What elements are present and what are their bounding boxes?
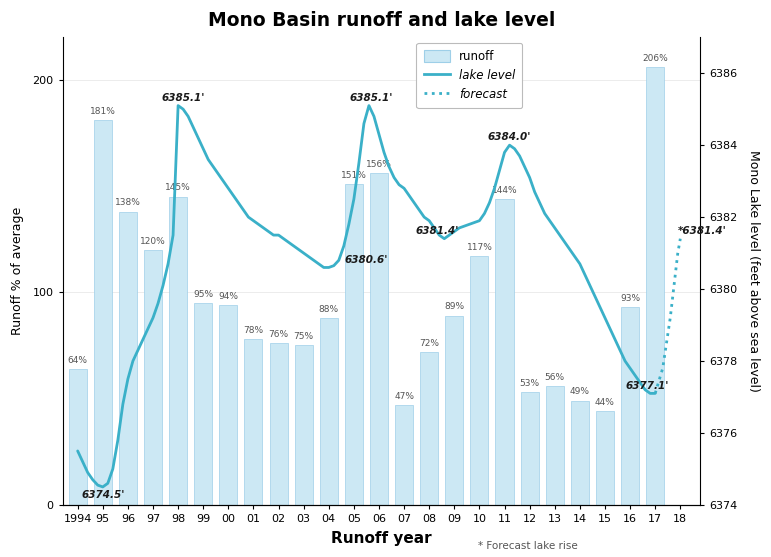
Y-axis label: Runoff % of average: Runoff % of average xyxy=(11,207,24,335)
Y-axis label: Mono Lake level (feet above sea level): Mono Lake level (feet above sea level) xyxy=(747,150,760,392)
Bar xyxy=(219,305,237,505)
Text: 75%: 75% xyxy=(294,332,314,341)
Bar xyxy=(446,316,463,505)
Text: 88%: 88% xyxy=(318,305,338,314)
Text: *6381.4': *6381.4' xyxy=(678,226,726,236)
Text: 6381.4': 6381.4' xyxy=(415,226,459,236)
Bar xyxy=(496,199,513,505)
Bar xyxy=(119,212,137,505)
Text: 6384.0': 6384.0' xyxy=(488,132,531,142)
Bar xyxy=(370,173,388,505)
Text: 6377.1': 6377.1' xyxy=(626,380,669,390)
Title: Mono Basin runoff and lake level: Mono Basin runoff and lake level xyxy=(208,11,555,30)
Text: 6385.1': 6385.1' xyxy=(350,92,393,102)
Text: 93%: 93% xyxy=(620,294,640,303)
Bar xyxy=(320,318,338,505)
Text: 6380.6': 6380.6' xyxy=(345,255,388,265)
Text: 120%: 120% xyxy=(140,237,166,246)
Text: * Forecast lake rise: * Forecast lake rise xyxy=(478,541,577,551)
Bar xyxy=(345,184,363,505)
Bar xyxy=(420,352,438,505)
Text: 181%: 181% xyxy=(90,107,116,116)
Bar xyxy=(520,392,539,505)
Bar xyxy=(571,400,589,505)
Bar xyxy=(295,345,313,505)
Text: 78%: 78% xyxy=(244,326,264,335)
Bar xyxy=(69,369,86,505)
Bar xyxy=(546,386,564,505)
Text: 138%: 138% xyxy=(115,198,141,207)
Text: 94%: 94% xyxy=(218,292,238,301)
Bar xyxy=(169,197,187,505)
Text: 144%: 144% xyxy=(492,185,517,194)
Bar xyxy=(596,412,614,505)
Text: 56%: 56% xyxy=(544,373,565,382)
Bar xyxy=(144,250,162,505)
Bar xyxy=(94,120,112,505)
Legend: runoff, lake level, forecast: runoff, lake level, forecast xyxy=(416,43,522,108)
Bar xyxy=(270,343,288,505)
Text: 53%: 53% xyxy=(520,379,540,388)
Text: 95%: 95% xyxy=(194,290,214,299)
Text: 206%: 206% xyxy=(642,53,668,63)
Text: 6374.5': 6374.5' xyxy=(81,490,124,500)
Text: 145%: 145% xyxy=(165,183,191,192)
Bar xyxy=(621,307,639,505)
Text: 76%: 76% xyxy=(268,330,288,339)
Bar xyxy=(244,339,262,505)
Text: 49%: 49% xyxy=(570,388,590,397)
Text: 151%: 151% xyxy=(341,170,367,180)
Text: 64%: 64% xyxy=(68,355,88,365)
Text: 44%: 44% xyxy=(595,398,615,407)
Text: 89%: 89% xyxy=(444,302,464,311)
Bar xyxy=(194,303,212,505)
Text: 72%: 72% xyxy=(419,339,439,348)
Bar xyxy=(470,256,489,505)
Text: 156%: 156% xyxy=(366,160,392,169)
Bar xyxy=(395,405,413,505)
X-axis label: Runoff year: Runoff year xyxy=(332,531,432,546)
Text: 47%: 47% xyxy=(394,392,414,400)
Text: 6385.1': 6385.1' xyxy=(161,92,205,102)
Text: 117%: 117% xyxy=(466,243,493,252)
Bar xyxy=(646,67,665,505)
